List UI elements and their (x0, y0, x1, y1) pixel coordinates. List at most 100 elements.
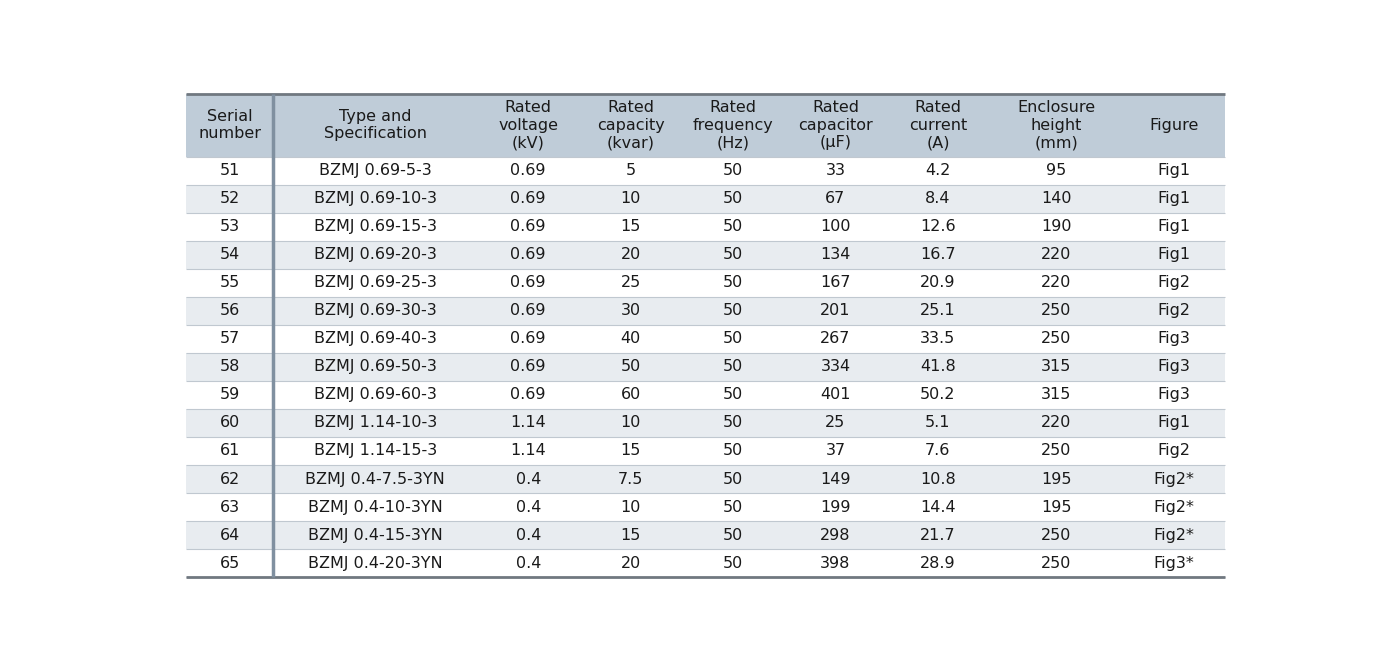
Text: 0.69: 0.69 (511, 359, 547, 374)
Text: 167: 167 (821, 276, 851, 290)
Bar (186, 241, 1226, 269)
Text: 195: 195 (1041, 471, 1071, 487)
Text: 50: 50 (723, 219, 744, 234)
Text: 220: 220 (1041, 276, 1071, 290)
Text: 140: 140 (1041, 191, 1071, 207)
Bar (186, 157, 1226, 185)
Text: 20: 20 (621, 247, 640, 262)
Text: Fig1: Fig1 (1158, 247, 1191, 262)
Text: 0.69: 0.69 (511, 247, 547, 262)
Bar (186, 409, 1226, 437)
Text: 334: 334 (821, 359, 851, 374)
Text: 61: 61 (219, 444, 240, 458)
Text: 250: 250 (1041, 331, 1071, 347)
Text: 220: 220 (1041, 247, 1071, 262)
Text: 37: 37 (825, 444, 845, 458)
Text: 25: 25 (825, 416, 845, 430)
Text: 28.9: 28.9 (920, 556, 956, 570)
Text: 40: 40 (621, 331, 640, 347)
Text: 0.69: 0.69 (511, 219, 547, 234)
Text: 60: 60 (621, 387, 640, 402)
Bar (186, 465, 1226, 493)
Text: 0.69: 0.69 (511, 331, 547, 347)
Text: 21.7: 21.7 (920, 528, 956, 542)
Text: 52: 52 (219, 191, 240, 207)
Text: Rated
capacity
(kvar): Rated capacity (kvar) (596, 100, 665, 150)
Text: 25.1: 25.1 (920, 303, 956, 318)
Text: 15: 15 (621, 528, 640, 542)
Text: 0.4: 0.4 (515, 556, 541, 570)
Text: Rated
current
(A): Rated current (A) (909, 100, 967, 150)
Text: 0.4: 0.4 (515, 528, 541, 542)
Text: 50: 50 (723, 499, 744, 515)
Text: BZMJ 0.69-15-3: BZMJ 0.69-15-3 (314, 219, 437, 234)
Text: 50: 50 (723, 471, 744, 487)
Text: BZMJ 1.14-15-3: BZMJ 1.14-15-3 (314, 444, 437, 458)
Text: 50: 50 (723, 359, 744, 374)
Text: 33: 33 (825, 163, 845, 178)
Text: 41.8: 41.8 (920, 359, 956, 374)
Text: 55: 55 (219, 276, 240, 290)
Text: 250: 250 (1041, 303, 1071, 318)
Text: 10.8: 10.8 (920, 471, 956, 487)
Text: Fig3*: Fig3* (1154, 556, 1194, 570)
Text: 67: 67 (825, 191, 845, 207)
Text: 0.4: 0.4 (515, 471, 541, 487)
Text: 10: 10 (621, 499, 640, 515)
Text: 15: 15 (621, 444, 640, 458)
Text: Fig3: Fig3 (1158, 387, 1191, 402)
Text: 220: 220 (1041, 416, 1071, 430)
Text: 134: 134 (821, 247, 851, 262)
Text: Fig2: Fig2 (1158, 444, 1191, 458)
Text: 199: 199 (821, 499, 851, 515)
Text: BZMJ 0.69-5-3: BZMJ 0.69-5-3 (319, 163, 431, 178)
Bar (186, 353, 1226, 381)
Text: 14.4: 14.4 (920, 499, 956, 515)
Text: 0.69: 0.69 (511, 276, 547, 290)
Text: 56: 56 (219, 303, 240, 318)
Bar (186, 325, 1226, 353)
Text: 57: 57 (219, 331, 240, 347)
Text: 50.2: 50.2 (920, 387, 956, 402)
Text: 1.14: 1.14 (511, 416, 547, 430)
Text: 50: 50 (621, 359, 640, 374)
Text: BZMJ 0.69-60-3: BZMJ 0.69-60-3 (314, 387, 437, 402)
Text: BZMJ 0.69-50-3: BZMJ 0.69-50-3 (314, 359, 437, 374)
Bar (186, 493, 1226, 521)
Text: Fig1: Fig1 (1158, 191, 1191, 207)
Text: 12.6: 12.6 (920, 219, 956, 234)
Text: BZMJ 0.69-20-3: BZMJ 0.69-20-3 (314, 247, 437, 262)
Text: 63: 63 (220, 499, 240, 515)
Bar (186, 437, 1226, 465)
Text: Rated
frequency
(Hz): Rated frequency (Hz) (693, 100, 774, 150)
Text: Fig1: Fig1 (1158, 416, 1191, 430)
Text: Fig3: Fig3 (1158, 359, 1191, 374)
Text: 62: 62 (219, 471, 240, 487)
Text: 195: 195 (1041, 499, 1071, 515)
Text: 51: 51 (219, 163, 240, 178)
Text: 50: 50 (723, 303, 744, 318)
Text: Fig2: Fig2 (1158, 276, 1191, 290)
Text: 398: 398 (821, 556, 851, 570)
Bar (186, 212, 1226, 241)
Text: Type and
Specification: Type and Specification (324, 109, 427, 141)
Text: 0.69: 0.69 (511, 387, 547, 402)
Text: 50: 50 (723, 556, 744, 570)
Text: 201: 201 (821, 303, 851, 318)
Text: Fig3: Fig3 (1158, 331, 1191, 347)
Text: 1.14: 1.14 (511, 444, 547, 458)
Text: BZMJ 0.4-7.5-3YN: BZMJ 0.4-7.5-3YN (306, 471, 445, 487)
Text: Fig2*: Fig2* (1154, 528, 1195, 542)
Bar (186, 549, 1226, 577)
Text: 15: 15 (621, 219, 640, 234)
Text: Figure: Figure (1150, 118, 1199, 133)
Text: 50: 50 (723, 276, 744, 290)
Text: 10: 10 (621, 191, 640, 207)
Text: 298: 298 (821, 528, 851, 542)
Text: 5.1: 5.1 (925, 416, 950, 430)
Text: 20.9: 20.9 (920, 276, 956, 290)
Text: Fig1: Fig1 (1158, 219, 1191, 234)
Text: Fig2: Fig2 (1158, 303, 1191, 318)
Bar (186, 381, 1226, 409)
Bar (186, 521, 1226, 549)
